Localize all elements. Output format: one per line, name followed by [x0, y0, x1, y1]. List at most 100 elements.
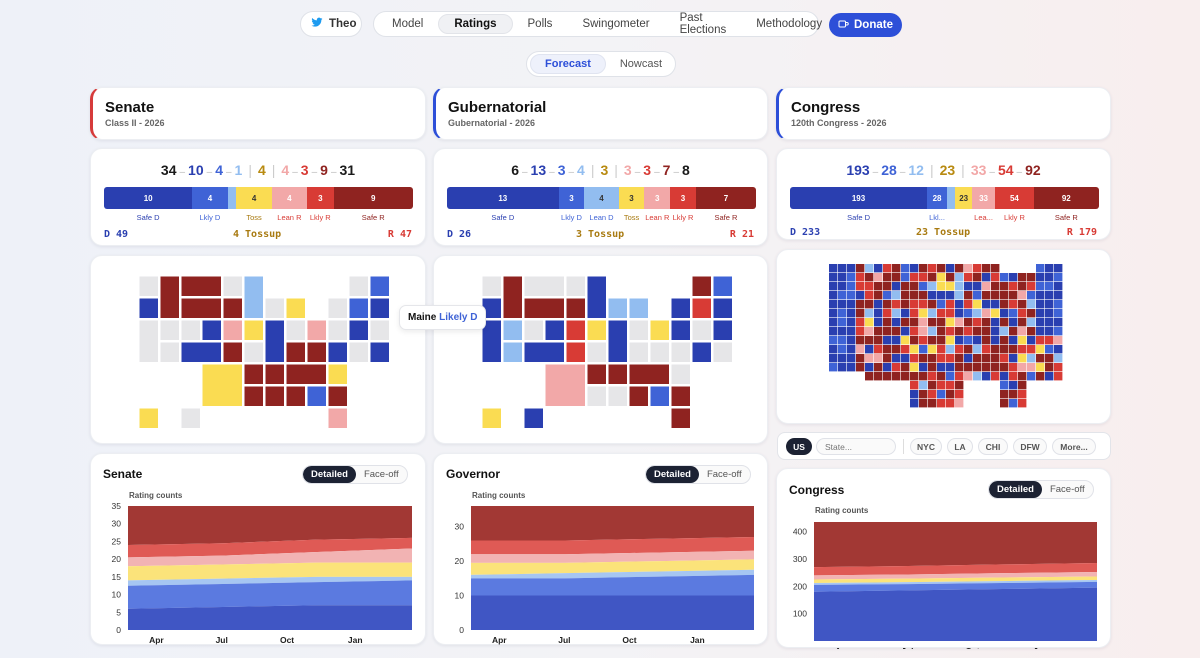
district[interactable]: [946, 300, 955, 309]
district[interactable]: [937, 336, 946, 345]
district[interactable]: [856, 282, 865, 291]
rating-bar-segment-lean-d[interactable]: [946, 187, 956, 209]
district[interactable]: [1018, 273, 1027, 282]
state-fl[interactable]: [670, 407, 691, 429]
district[interactable]: [892, 327, 901, 336]
district[interactable]: [1009, 399, 1018, 408]
district[interactable]: [937, 300, 946, 309]
state-nv[interactable]: [502, 319, 523, 341]
state-md[interactable]: [348, 341, 369, 363]
state-ma[interactable]: [369, 297, 390, 319]
district[interactable]: [892, 300, 901, 309]
state-ky[interactable]: [628, 341, 649, 363]
district[interactable]: [1045, 354, 1054, 363]
state-wy[interactable]: [523, 297, 565, 319]
district[interactable]: [856, 336, 865, 345]
rating-bar-segment-likely-r[interactable]: 54: [995, 187, 1034, 209]
district[interactable]: [865, 345, 874, 354]
district[interactable]: [856, 300, 865, 309]
district[interactable]: [964, 345, 973, 354]
district[interactable]: [892, 363, 901, 372]
state-va[interactable]: [670, 341, 691, 363]
district[interactable]: [910, 309, 919, 318]
district[interactable]: [910, 345, 919, 354]
district[interactable]: [919, 282, 928, 291]
area-series-lean-d[interactable]: [814, 579, 1097, 585]
district[interactable]: [982, 363, 991, 372]
state-ct[interactable]: [369, 319, 390, 341]
state-tx[interactable]: [544, 363, 586, 407]
state-nh[interactable]: [348, 297, 369, 319]
district[interactable]: [1036, 300, 1045, 309]
district[interactable]: [1045, 273, 1054, 282]
donate-button[interactable]: Donate: [829, 13, 902, 37]
district[interactable]: [982, 345, 991, 354]
state-nj[interactable]: [691, 319, 712, 341]
state-ks[interactable]: [222, 341, 243, 363]
district[interactable]: [946, 336, 955, 345]
state-ne[interactable]: [565, 319, 586, 341]
district[interactable]: [964, 372, 973, 381]
district[interactable]: [982, 309, 991, 318]
district[interactable]: [991, 291, 1000, 300]
district[interactable]: [901, 318, 910, 327]
state-nc[interactable]: [670, 363, 691, 385]
district[interactable]: [901, 300, 910, 309]
district[interactable]: [865, 354, 874, 363]
rating-bar-segment-lean-d[interactable]: [227, 187, 237, 209]
state-nv[interactable]: [159, 319, 180, 341]
area-series-likely-d[interactable]: [471, 574, 754, 596]
district[interactable]: [1045, 336, 1054, 345]
district[interactable]: [955, 291, 964, 300]
district[interactable]: [856, 264, 865, 273]
toggle-detailed[interactable]: Detailed: [303, 466, 356, 483]
district[interactable]: [910, 282, 919, 291]
district[interactable]: [1000, 318, 1009, 327]
district[interactable]: [946, 345, 955, 354]
district[interactable]: [973, 264, 982, 273]
district[interactable]: [919, 390, 928, 399]
district[interactable]: [910, 372, 919, 381]
state-id[interactable]: [502, 275, 523, 319]
district[interactable]: [919, 300, 928, 309]
district[interactable]: [928, 264, 937, 273]
district[interactable]: [892, 318, 901, 327]
district[interactable]: [838, 264, 847, 273]
district[interactable]: [1018, 318, 1027, 327]
congress-district-map[interactable]: [777, 250, 1112, 425]
district[interactable]: [838, 300, 847, 309]
district[interactable]: [955, 282, 964, 291]
district[interactable]: [991, 264, 1000, 273]
state-or[interactable]: [138, 297, 159, 319]
district[interactable]: [928, 309, 937, 318]
district[interactable]: [1027, 273, 1036, 282]
rating-bar-segment-likely-d[interactable]: 28: [927, 187, 947, 209]
district[interactable]: [1045, 363, 1054, 372]
district[interactable]: [955, 381, 964, 390]
district[interactable]: [1018, 399, 1027, 408]
district[interactable]: [982, 273, 991, 282]
district[interactable]: [856, 309, 865, 318]
district[interactable]: [901, 282, 910, 291]
district[interactable]: [838, 291, 847, 300]
district[interactable]: [1054, 363, 1063, 372]
state-de[interactable]: [369, 341, 390, 363]
district[interactable]: [883, 354, 892, 363]
district[interactable]: [973, 282, 982, 291]
district[interactable]: [1027, 354, 1036, 363]
district[interactable]: [1018, 345, 1027, 354]
district[interactable]: [1045, 327, 1054, 336]
district[interactable]: [955, 345, 964, 354]
state-mt[interactable]: [523, 275, 565, 297]
district[interactable]: [856, 273, 865, 282]
district[interactable]: [1000, 291, 1009, 300]
district[interactable]: [937, 318, 946, 327]
district[interactable]: [1036, 363, 1045, 372]
state-pa[interactable]: [670, 319, 691, 341]
area-series-safe-d[interactable]: [471, 595, 754, 630]
district[interactable]: [973, 300, 982, 309]
district[interactable]: [838, 318, 847, 327]
state-sc[interactable]: [670, 385, 691, 407]
state-ia[interactable]: [586, 319, 607, 341]
district[interactable]: [874, 291, 883, 300]
